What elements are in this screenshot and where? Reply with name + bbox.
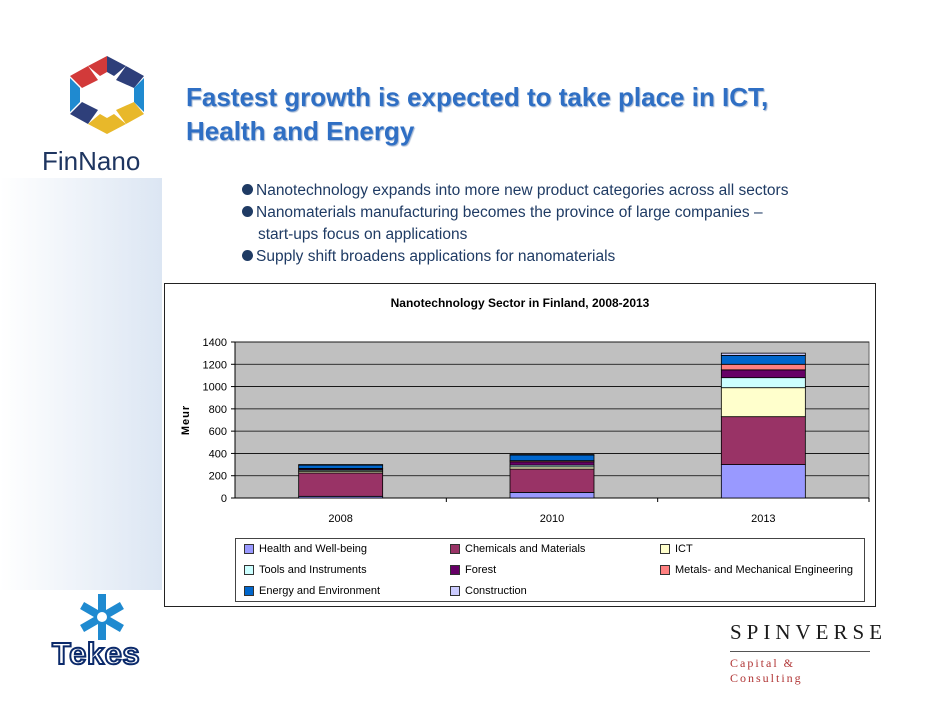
bar-segment	[509, 461, 595, 466]
bar-segment	[509, 492, 595, 499]
bar-segment	[720, 363, 806, 371]
y-axis-label: Meur	[180, 405, 192, 435]
legend-label: Health and Well-being	[259, 543, 368, 555]
legend-swatch	[244, 586, 254, 596]
spinverse-name: SPINVERSE	[730, 620, 888, 644]
y-tick-label: 1000	[203, 382, 227, 394]
finnano-logo-icon	[70, 54, 144, 136]
bullet-dot-icon	[242, 206, 253, 217]
tekes-snowflake-icon	[80, 594, 124, 640]
bar-segment	[720, 464, 806, 499]
bullet-dot-icon	[242, 250, 253, 261]
chart-legend: Health and Well-being Chemicals and Mater…	[235, 538, 865, 602]
legend-label: Construction	[465, 585, 527, 597]
legend-entry: Forest	[450, 564, 496, 576]
bar-segment	[509, 468, 595, 493]
bar-segment	[509, 454, 595, 456]
page-title: Fastest growth is expected to take place…	[186, 80, 886, 148]
bullet-item: Nanomaterials manufacturing becomes the …	[242, 202, 882, 224]
y-tick-label: 800	[209, 404, 227, 416]
bullet-continuation: start-ups focus on applications	[258, 226, 468, 243]
bullet-list: Nanotechnology expands into more new pro…	[242, 180, 882, 268]
legend-swatch	[244, 565, 254, 575]
title-line-1: Fastest growth is expected to take place…	[186, 82, 769, 112]
bar-segment	[720, 377, 806, 389]
legend-entry: Chemicals and Materials	[450, 543, 585, 555]
legend-entry: Health and Well-being	[244, 543, 367, 555]
chart-container: 0 200 400 600 800 1000 1200 1400 Meur 2008 2010 201…	[164, 283, 876, 607]
y-tick-label: 1400	[203, 337, 227, 349]
legend-label: Chemicals and Materials	[465, 543, 586, 555]
bar-segment	[720, 352, 806, 356]
legend-label: Energy and Environment	[259, 585, 381, 597]
x-tick-label: 2013	[751, 513, 775, 525]
bar-segment	[298, 472, 384, 497]
legend-label: ICT	[675, 543, 693, 555]
legend-entry: Metals- and Mechanical Engineering	[660, 564, 853, 576]
y-tick-label: 400	[209, 448, 227, 460]
legend-swatch	[450, 586, 460, 596]
legend-swatch	[450, 565, 460, 575]
legend-entry: Energy and Environment	[244, 585, 380, 597]
legend-label: Forest	[465, 564, 497, 576]
spinverse-logo: SPINVERSE Capital & Consulting	[730, 620, 887, 686]
bar-segment	[720, 354, 806, 365]
legend-label: Metals- and Mechanical Engineering	[675, 564, 853, 576]
legend-entry: ICT	[660, 543, 693, 555]
finnano-wordmark: FinNano	[42, 146, 141, 176]
legend-swatch	[244, 544, 254, 554]
legend-swatch	[660, 565, 670, 575]
chart-title: Nanotechnology Sector in Finland, 2008-2…	[390, 296, 650, 310]
bar-segment	[298, 464, 384, 466]
y-tick-label: 1200	[203, 359, 227, 371]
bar-segment	[720, 369, 806, 379]
y-tick-label: 0	[221, 493, 227, 505]
spinverse-subtitle: Capital & Consulting	[730, 651, 870, 686]
legend-swatch	[450, 544, 460, 554]
title-line-2: Health and Energy	[186, 116, 415, 146]
bullet-dot-icon	[242, 184, 253, 195]
bar-segment	[720, 387, 806, 418]
stacked-bar-chart: 0 200 400 600 800 1000 1200 1400 Meur 2008 2010 201…	[180, 337, 870, 525]
bar-segment	[720, 416, 806, 465]
bullet-item: Nanotechnology expands into more new pro…	[242, 180, 882, 202]
y-tick-label: 600	[209, 426, 227, 438]
x-tick-label: 2008	[328, 513, 352, 525]
bullet-item: Supply shift broadens applications for n…	[242, 246, 882, 268]
legend-entry: Construction	[450, 585, 527, 597]
bar-segment	[298, 464, 384, 469]
legend-entry: Tools and Instruments	[244, 564, 367, 576]
legend-label: Tools and Instruments	[259, 564, 367, 576]
tekes-wordmark: Tekes	[51, 635, 141, 672]
y-tick-label: 200	[209, 471, 227, 483]
bar-segment	[509, 454, 595, 462]
x-tick-label: 2010	[540, 513, 564, 525]
sidebar-gradient	[0, 178, 162, 590]
legend-swatch	[660, 544, 670, 554]
